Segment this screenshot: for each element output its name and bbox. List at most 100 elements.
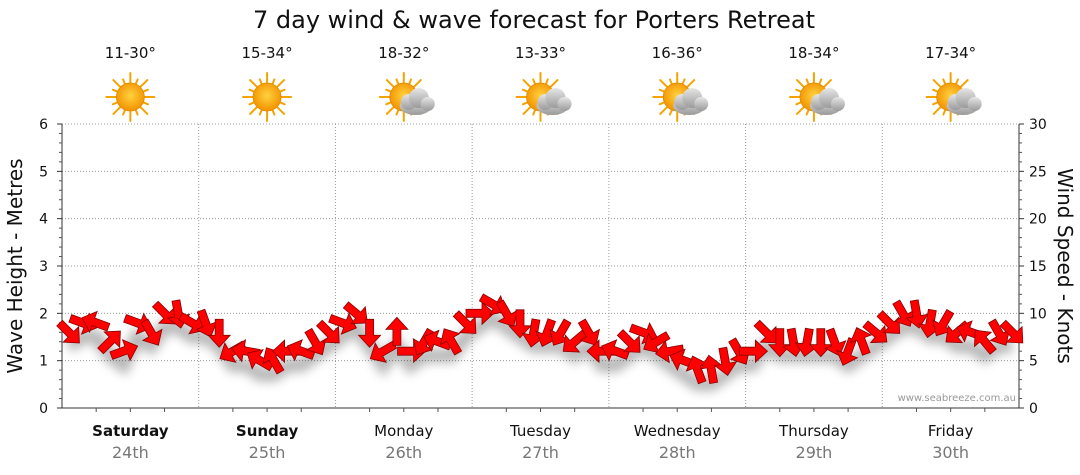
right-tick-label: 0 — [1029, 401, 1038, 417]
date-label: 30th — [932, 443, 969, 462]
cloud-puff — [830, 97, 845, 111]
wind-arrow — [508, 309, 532, 339]
date-label: 26th — [385, 443, 422, 462]
right-tick-label: 25 — [1029, 164, 1047, 180]
left-tick-label: 0 — [39, 401, 48, 417]
partly-cloudy-icon — [515, 72, 572, 122]
left-tick-label: 5 — [39, 164, 48, 180]
day-label: Thursday — [778, 422, 849, 440]
sun-ray — [275, 105, 286, 115]
temperature-label: 16-36° — [652, 44, 703, 62]
wind-arrow — [369, 340, 398, 363]
sun-ray — [958, 79, 969, 89]
left-tick-label: 3 — [39, 259, 48, 275]
date-label: 27th — [522, 443, 559, 462]
left-tick-label: 1 — [39, 354, 48, 370]
day-label: Saturday — [92, 422, 169, 440]
wind-arrow — [195, 308, 218, 338]
cloud-puff — [557, 97, 572, 111]
sun-ray — [932, 105, 943, 115]
wind-arrow — [577, 318, 601, 346]
date-label: 29th — [796, 443, 833, 462]
wind-arrow — [824, 327, 847, 357]
sun-ray — [385, 105, 396, 115]
wind-arrow — [767, 328, 792, 358]
sun-ray — [932, 79, 943, 89]
wind-arrow — [616, 329, 641, 353]
credit-text: www.seabreeze.com.au — [898, 393, 1016, 404]
left-tick-label: 4 — [39, 212, 48, 228]
temperature-label: 18-32° — [378, 44, 429, 62]
wind-arrow — [140, 318, 163, 346]
weather-row: 11-30° 15-34° 18-32° 13-33° 16-36° 18-34° 17-3… — [105, 44, 982, 122]
partly-cloudy-icon — [378, 72, 435, 122]
wind-arrow — [342, 301, 368, 325]
chart-title: 7 day wind & wave forecast for Porters R… — [253, 6, 815, 34]
wind-arrow — [207, 318, 232, 348]
wind-arrow — [685, 355, 709, 385]
sun-ray — [138, 105, 149, 115]
sun-ray — [548, 79, 559, 89]
wind-arrow — [836, 337, 859, 366]
wind-arrow — [304, 327, 327, 356]
sun-ray — [249, 79, 259, 89]
right-tick-label: 20 — [1029, 212, 1047, 228]
left-tick-label: 2 — [39, 306, 48, 322]
temperature-label: 17-34° — [925, 44, 976, 62]
sun-ray — [822, 79, 832, 89]
right-axis-ticks: 0 5 10 15 20 25 30 — [1019, 117, 1047, 417]
wind-arrow — [562, 329, 588, 353]
wind-arrow — [753, 319, 778, 344]
wind-arrow — [643, 331, 671, 354]
x-axis-day-labels: Saturday 24th Sunday 25th Monday 26th Tuesday 2… — [92, 408, 986, 462]
cloud-puff — [420, 97, 435, 111]
right-tick-label: 30 — [1029, 117, 1047, 133]
temperature-label: 18-34° — [788, 44, 839, 62]
day-label: Tuesday — [509, 422, 571, 440]
cloud-shape — [399, 88, 435, 115]
sun-ray — [411, 79, 422, 89]
partly-cloudy-icon — [788, 72, 845, 122]
wind-arrow — [81, 310, 111, 334]
wind-arrow — [109, 339, 139, 362]
cloud-shape — [946, 88, 982, 115]
wind-arrow — [862, 320, 888, 344]
wind-arrow — [384, 316, 409, 346]
wind-arrow — [808, 328, 833, 358]
sunny-icon — [105, 72, 156, 122]
wind-arrow — [452, 310, 477, 334]
cloud-shape — [536, 88, 572, 115]
sun-ray — [249, 105, 259, 115]
wind-arrow — [535, 318, 558, 347]
wind-arrow — [974, 329, 997, 355]
wind-arrow — [699, 354, 723, 385]
right-tick-label: 15 — [1029, 259, 1047, 275]
right-tick-label: 10 — [1029, 306, 1047, 322]
day-label: Friday — [928, 422, 974, 440]
sun-ray — [138, 79, 149, 89]
wind-arrow — [655, 339, 685, 364]
left-axis-title: Wave Height - Metres — [3, 158, 27, 373]
sun-ray — [795, 79, 806, 89]
temperature-label: 13-33° — [515, 44, 566, 62]
wind-arrow — [316, 319, 340, 344]
day-label: Wednesday — [634, 422, 721, 440]
sun-ray — [522, 79, 533, 89]
cloud-puff — [967, 97, 982, 111]
sun-ray — [112, 105, 123, 115]
wind-arrow — [905, 299, 929, 329]
wind-arrow — [56, 319, 80, 344]
wind-arrow — [465, 301, 495, 326]
cloud-puff — [694, 97, 709, 111]
cloud-shape — [809, 88, 845, 115]
sun-disc — [115, 82, 145, 112]
partly-cloudy-icon — [652, 72, 709, 122]
wind-arrow — [97, 330, 121, 355]
temperature-label: 15-34° — [242, 44, 293, 62]
wind-arrow — [849, 327, 873, 356]
date-label: 25th — [249, 443, 286, 462]
right-axis-title: Wind Speed - Knots — [1053, 168, 1077, 364]
sun-ray — [275, 79, 286, 89]
wind-arrow — [439, 328, 463, 356]
